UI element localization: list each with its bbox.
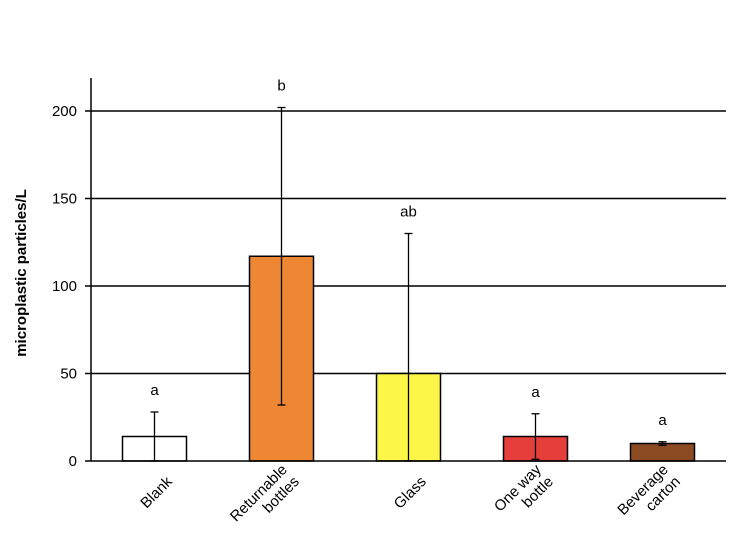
axes bbox=[85, 78, 726, 462]
error-bars bbox=[150, 106, 667, 462]
y-tick-label: 100 bbox=[52, 278, 77, 295]
bar bbox=[629, 442, 696, 462]
x-category-label: Blank bbox=[137, 473, 176, 512]
y-tick-label: 150 bbox=[52, 191, 77, 208]
y-axis-label: microplastic particles/L bbox=[13, 189, 30, 357]
significance-letter: ab bbox=[400, 204, 417, 221]
x-category-label-line: Blank bbox=[137, 473, 176, 512]
significance-letter: a bbox=[658, 412, 667, 429]
y-tick-label: 0 bbox=[69, 453, 77, 470]
significance-letter: a bbox=[150, 382, 159, 399]
x-category-label-line: Glass bbox=[391, 473, 430, 512]
y-tick-label: 50 bbox=[60, 366, 77, 383]
significance-letter: a bbox=[531, 384, 540, 401]
y-tick-label: 200 bbox=[52, 103, 77, 120]
x-category-label: Glass bbox=[391, 473, 430, 512]
significance-letter: b bbox=[277, 78, 285, 95]
y-tick-labels: 0 50 100 150 200 bbox=[52, 103, 77, 470]
